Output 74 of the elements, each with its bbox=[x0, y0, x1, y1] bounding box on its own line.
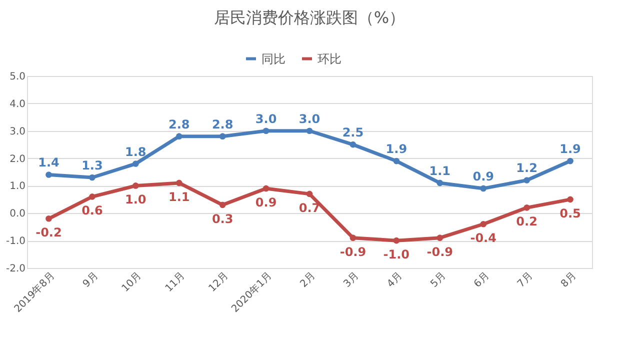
data-label: 1.8 bbox=[125, 144, 146, 159]
y-tick-label: -1.0 bbox=[6, 236, 26, 248]
data-label: 3.0 bbox=[298, 112, 320, 126]
y-tick-label: 4.0 bbox=[10, 98, 26, 110]
data-label: 0.9 bbox=[255, 195, 277, 210]
x-tick-label: 3月 bbox=[342, 270, 362, 290]
data-label: 0.5 bbox=[560, 206, 581, 220]
x-tick-label: 11月 bbox=[164, 270, 188, 294]
x-tick-label: 7月 bbox=[516, 270, 536, 290]
point bbox=[176, 133, 182, 140]
data-label: 2.5 bbox=[342, 126, 364, 140]
data-label: 2.8 bbox=[212, 117, 234, 132]
point bbox=[132, 182, 139, 189]
data-label: -0.9 bbox=[340, 244, 366, 259]
x-tick-label: 2月 bbox=[298, 270, 318, 290]
point bbox=[436, 234, 444, 241]
point bbox=[567, 196, 574, 203]
point bbox=[350, 141, 356, 148]
y-tick-label: 0.0 bbox=[10, 208, 26, 220]
point bbox=[393, 237, 400, 244]
data-label: 0.6 bbox=[82, 204, 103, 218]
data-label: -0.4 bbox=[470, 231, 496, 246]
x-tick-label: 9月 bbox=[81, 270, 100, 290]
x-tick-label: 5月 bbox=[428, 270, 448, 290]
point bbox=[350, 234, 356, 241]
legend-label: 同比 bbox=[262, 52, 286, 66]
point bbox=[524, 204, 530, 211]
y-tick-label: 2.0 bbox=[10, 154, 26, 165]
point bbox=[46, 172, 52, 178]
data-label: 1.2 bbox=[516, 161, 538, 176]
point bbox=[393, 158, 400, 164]
data-label: 2.8 bbox=[168, 117, 190, 132]
data-label: 1.1 bbox=[168, 190, 190, 204]
point bbox=[262, 128, 270, 134]
data-label: 1.9 bbox=[386, 142, 408, 156]
data-label: 1.1 bbox=[429, 164, 451, 178]
data-label: -0.2 bbox=[36, 226, 62, 240]
data-label: 0.9 bbox=[472, 169, 494, 184]
data-label: 0.3 bbox=[212, 212, 234, 226]
point bbox=[132, 160, 139, 167]
point bbox=[524, 177, 530, 184]
point bbox=[480, 185, 487, 192]
point bbox=[436, 180, 444, 186]
point bbox=[306, 190, 313, 198]
data-label: 0.2 bbox=[516, 214, 538, 229]
x-tick-label: 6月 bbox=[472, 270, 492, 290]
point bbox=[262, 185, 270, 192]
point bbox=[46, 215, 52, 222]
x-tick-label: 8月 bbox=[559, 270, 579, 290]
x-tick-label: 12月 bbox=[207, 270, 231, 294]
x-tick-label: 10月 bbox=[120, 270, 144, 294]
point bbox=[176, 180, 182, 186]
y-tick-label: 3.0 bbox=[10, 126, 26, 138]
data-label: -0.9 bbox=[426, 244, 454, 259]
point bbox=[89, 174, 96, 181]
data-label: -1.0 bbox=[383, 248, 410, 262]
point bbox=[219, 202, 226, 208]
chart-title: 居民消费价格涨跌图（%） bbox=[214, 8, 406, 27]
point bbox=[306, 128, 313, 134]
point bbox=[480, 220, 487, 228]
legend-label: 环比 bbox=[318, 52, 342, 66]
data-label: 1.4 bbox=[38, 156, 60, 170]
point bbox=[567, 158, 574, 164]
y-tick-label: -2.0 bbox=[6, 264, 26, 274]
y-tick-label: 1.0 bbox=[10, 181, 26, 192]
y-tick-label: 5.0 bbox=[10, 72, 26, 82]
data-label: 3.0 bbox=[255, 112, 277, 126]
point bbox=[219, 133, 226, 140]
x-tick-label: 4月 bbox=[385, 270, 405, 290]
data-label: 0.7 bbox=[298, 200, 320, 215]
point bbox=[89, 194, 96, 200]
data-label: 1.0 bbox=[125, 192, 146, 207]
data-label: 1.3 bbox=[82, 158, 103, 172]
data-label: 1.9 bbox=[560, 142, 581, 156]
